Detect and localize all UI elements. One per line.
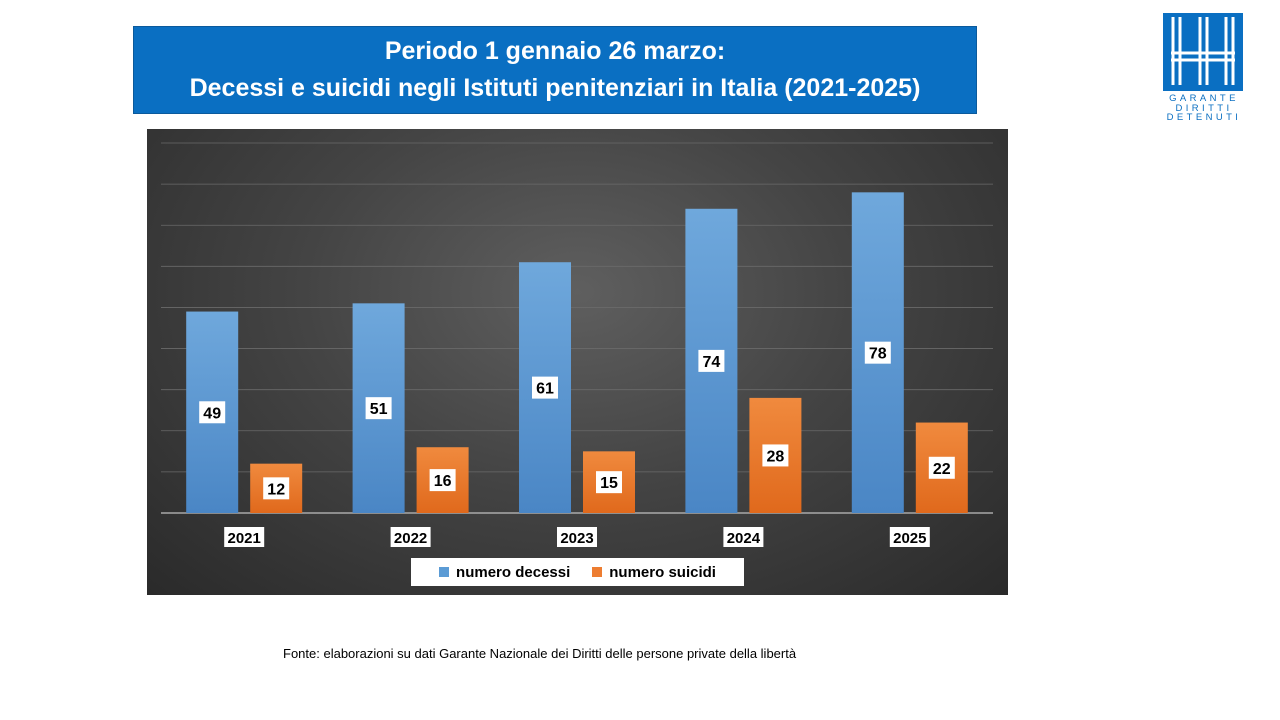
x-tick-label-box	[390, 527, 431, 547]
x-tick-label: 2024	[727, 530, 761, 547]
data-label-box	[928, 456, 955, 479]
legend-label-suicidi: numero suicidi	[609, 563, 716, 581]
legend-swatch-suicidi	[592, 567, 603, 577]
source-note: Fonte: elaborazioni su dati Garante Nazi…	[283, 646, 797, 661]
data-label-box	[429, 469, 456, 492]
x-tick-label: 2025	[893, 530, 926, 547]
chart-title-line1: Periodo 1 gennaio 26 marzo:	[384, 37, 726, 65]
x-tick-label-box	[557, 527, 597, 547]
logo-text-line: DIRITTI	[1175, 102, 1233, 114]
x-tick-label: 2022	[394, 530, 427, 547]
data-label-suicidi: 15	[600, 475, 618, 492]
data-label-box	[596, 471, 622, 494]
data-label-box	[532, 376, 558, 399]
chart-title-line2: Decessi e suicidi negli Istituti peniten…	[189, 74, 921, 102]
logo-text: GARANTE DIRITTI DETENUTI	[1163, 94, 1245, 123]
data-label-decessi: 51	[370, 401, 388, 418]
chart-legend: numero decessi numero suicidi	[411, 558, 744, 586]
data-label-decessi: 74	[703, 354, 721, 371]
data-label-decessi: 49	[203, 405, 221, 422]
data-label-suicidi: 28	[767, 448, 785, 465]
data-label-box	[864, 341, 891, 364]
x-tick-label-box	[723, 527, 764, 547]
legend-item-decessi: numero decessi	[439, 564, 570, 581]
legend-item-suicidi: numero suicidi	[592, 564, 716, 581]
x-tick-label: 2021	[228, 530, 261, 547]
data-label-box	[365, 397, 392, 420]
garante-logo: GARANTE DIRITTI DETENUTI	[1163, 13, 1245, 123]
garante-logo-icon	[1163, 13, 1243, 91]
legend-swatch-decessi	[439, 567, 450, 577]
x-tick-label-box	[224, 527, 265, 547]
data-label-box	[199, 401, 226, 424]
x-tick-label-box	[889, 527, 930, 547]
data-label-box	[698, 349, 725, 372]
data-label-decessi: 61	[536, 381, 554, 398]
logo-text-line: DETENUTI	[1166, 112, 1242, 123]
chart-panel: 49 12 2021 51 16 2022 61 15 2023 74 28 2024 78 22 2025…	[147, 129, 1008, 595]
bar-chart: 49 12 2021 51 16 2022 61 15 2023 74 28 2024 78 22 2025	[161, 142, 993, 547]
logo-text-line: GARANTE	[1169, 93, 1239, 104]
data-label-suicidi: 16	[434, 473, 452, 490]
legend-label-decessi: numero decessi	[456, 563, 571, 581]
chart-title-box: Periodo 1 gennaio 26 marzo: Decessi e su…	[133, 26, 977, 114]
data-label-decessi: 78	[869, 346, 887, 363]
data-label-suicidi: 22	[933, 461, 951, 478]
data-label-box	[762, 444, 789, 467]
x-tick-label: 2023	[560, 530, 593, 547]
data-label-box	[263, 477, 290, 500]
data-label-suicidi: 12	[267, 481, 285, 498]
